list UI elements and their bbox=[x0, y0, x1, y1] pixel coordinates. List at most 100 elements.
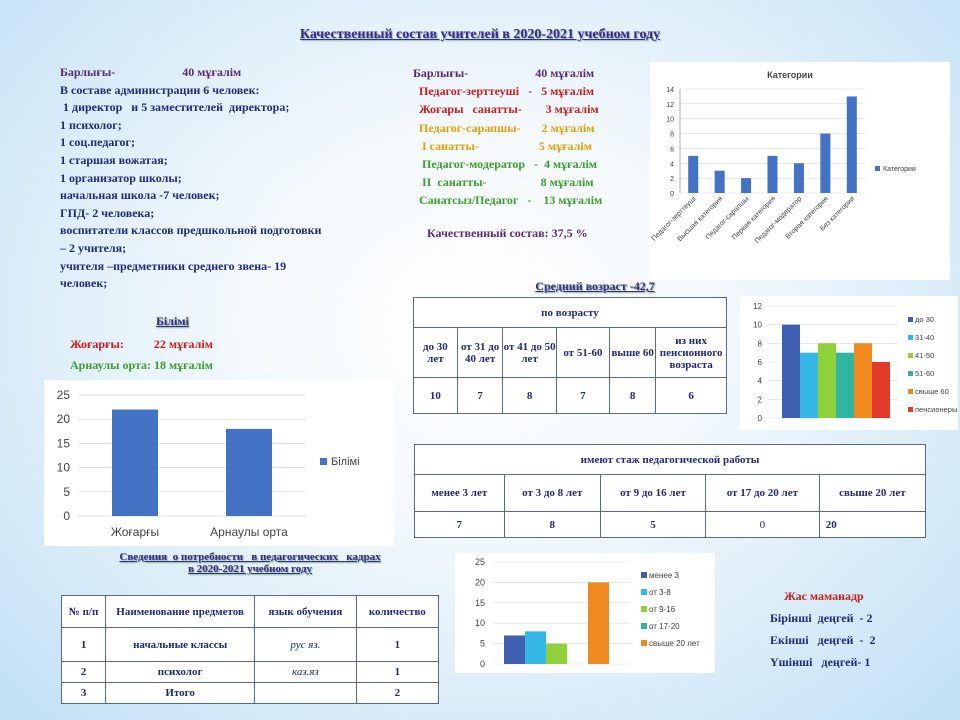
y-tick-label: 20 bbox=[475, 577, 485, 587]
y-tick-label: 2 bbox=[670, 176, 674, 183]
y-tick-label: 10 bbox=[57, 461, 71, 475]
bar bbox=[741, 178, 752, 193]
legend-label: 51-60 bbox=[915, 369, 934, 378]
bar bbox=[688, 155, 699, 193]
experience-table-header: имеют стаж педагогической работы bbox=[414, 444, 926, 475]
y-tick-label: 14 bbox=[666, 87, 674, 94]
legend-label: свыше 60 bbox=[915, 387, 949, 396]
chart-title: Категории bbox=[767, 70, 813, 80]
needs-heading: Сведения о потребности в педагогических … bbox=[90, 551, 410, 575]
needs-column-header: № п/п bbox=[60, 595, 107, 628]
average-age-heading: Средний возраст -42,7 bbox=[535, 279, 655, 293]
chart-background bbox=[44, 380, 394, 546]
needs-cell: психолог bbox=[105, 661, 256, 683]
age-column-header: до 30 лет bbox=[413, 327, 458, 378]
y-tick-label: 4 bbox=[670, 161, 674, 168]
needs-cell: 2 bbox=[355, 682, 440, 704]
legend-swatch bbox=[641, 640, 647, 646]
legend-swatch bbox=[641, 589, 647, 595]
needs-cell: Итого bbox=[105, 682, 256, 704]
legend-swatch bbox=[320, 458, 327, 465]
legend-swatch bbox=[641, 606, 647, 612]
legend-label: от 17-20 bbox=[649, 622, 680, 631]
age-value-cell: 8 bbox=[609, 377, 657, 414]
legend-label: от 9-16 bbox=[649, 605, 676, 614]
needs-cell: 1 bbox=[355, 627, 440, 662]
total-line: Барлығы- 40 мұғалім bbox=[60, 64, 321, 82]
education-block: Білімі Жоғарғы: 22 мұғалім Арнаулы орта:… bbox=[70, 314, 213, 373]
education-special: Арнаулы орта: 18 мұғалім bbox=[70, 358, 213, 372]
bar bbox=[546, 643, 567, 664]
experience-column-header: менее 3 лет bbox=[414, 474, 505, 512]
age-value-cell: 6 bbox=[655, 377, 727, 414]
experience-column-header: свыше 20 лет bbox=[818, 474, 927, 512]
composition-line: 1 старшая вожатая; bbox=[60, 152, 168, 167]
young-line: Бірінші деңгей - 2 bbox=[770, 611, 873, 625]
legend-label: до 30 bbox=[915, 315, 934, 324]
experience-table: имеют стаж педагогической работы менее 3… bbox=[414, 444, 927, 538]
legend-swatch bbox=[908, 371, 913, 376]
needs-cell: 2 bbox=[60, 661, 107, 683]
y-tick-label: 0 bbox=[670, 191, 674, 198]
total-value: 40 мұғалім bbox=[182, 65, 242, 79]
x-tick-label: Жоғарғы bbox=[111, 525, 159, 539]
age-table: по возрасту до 30 лет от 31 до 40 лет от 4… bbox=[413, 297, 727, 414]
young-specialists: Жас маманадр Бірінші деңгей - 2 Екінші д… bbox=[770, 585, 875, 673]
composition-line: 1 организатор школы; bbox=[60, 170, 182, 185]
y-tick-label: 15 bbox=[57, 436, 71, 450]
age-value-cell: 8 bbox=[502, 377, 557, 414]
composition-line: 1 психолог; bbox=[60, 117, 122, 132]
age-chart: 0 2 4 6 8 10 12 до 30 31-40 41-50 51-60 свыше 60 пен… bbox=[740, 296, 958, 430]
category-line: Педагог-сарапшы- 2 мұғалім bbox=[419, 120, 595, 135]
category-line: Педагог-зерттеуші - 5 мұғалім bbox=[419, 84, 595, 99]
needs-heading-line2: в 2020-2021 учебном году bbox=[187, 563, 313, 575]
legend-label: 41-50 bbox=[915, 351, 934, 360]
bar bbox=[504, 635, 525, 664]
y-tick-label: 8 bbox=[670, 132, 674, 139]
bar bbox=[846, 96, 857, 193]
age-column-header: от 41 до 50 лет bbox=[502, 327, 557, 378]
needs-cell: каз.яз bbox=[254, 661, 357, 683]
legend-label: свыше 20 лет bbox=[649, 639, 700, 648]
y-tick-label: 0 bbox=[63, 509, 70, 523]
y-tick-label: 8 bbox=[758, 339, 763, 348]
bar bbox=[793, 163, 804, 193]
category-line: I санатты- 5 мұғалім bbox=[419, 138, 592, 153]
mid-total-label: Барлығы- bbox=[413, 66, 469, 80]
y-tick-label: 25 bbox=[475, 557, 485, 567]
category-chart: Категории02468101214Педагог-зерттеушіВыс… bbox=[650, 62, 950, 280]
bar bbox=[820, 133, 831, 193]
legend-swatch bbox=[908, 389, 913, 394]
education-higher: Жоғарғы: 22 мұғалім bbox=[70, 337, 213, 351]
experience-value-cell: 20 bbox=[818, 511, 927, 538]
y-tick-label: 12 bbox=[666, 102, 674, 109]
young-line: Үшінші деңгей- 1 bbox=[770, 655, 871, 669]
age-value-cell: 10 bbox=[413, 377, 458, 414]
staff-composition: Барлығы- 40 мұғалім В составе администра… bbox=[60, 64, 321, 293]
legend-label: 31-40 bbox=[915, 333, 934, 342]
young-heading: Жас маманадр bbox=[784, 589, 864, 603]
legend-label: пенсионеры bbox=[915, 405, 957, 414]
y-tick-label: 6 bbox=[670, 146, 674, 153]
experience-chart: 0 5 10 15 20 25 менее 3 от 3-8 от 9-16 от 17-20 св… bbox=[455, 553, 715, 673]
mid-total-line: Барлығы- 40 мұғалім bbox=[413, 64, 602, 82]
legend-label: от 3-8 bbox=[649, 588, 671, 597]
composition-line: человек; bbox=[60, 276, 108, 291]
needs-column-header: количество bbox=[355, 595, 440, 628]
category-list: Барлығы- 40 мұғалім Педагог-зерттеуші - … bbox=[413, 64, 602, 242]
page-title: Качественный состав учителей в 2020-2021… bbox=[299, 27, 661, 42]
experience-column-header: от 9 до 16 лет bbox=[599, 474, 707, 512]
bar bbox=[854, 343, 872, 418]
age-value-cell: 7 bbox=[555, 377, 611, 414]
composition-line: – 2 учителя; bbox=[60, 240, 127, 255]
experience-column-header: от 3 до 8 лет bbox=[503, 474, 601, 512]
y-tick-label: 0 bbox=[758, 414, 763, 423]
age-column-header: выше 60 bbox=[609, 327, 657, 378]
composition-line: ГПД- 2 человека; bbox=[60, 205, 155, 220]
composition-line: 1 директор и 5 заместителей директора; bbox=[60, 100, 290, 115]
bar bbox=[767, 155, 778, 193]
y-tick-label: 10 bbox=[753, 321, 762, 330]
category-line: II санатты- 8 мұғалім bbox=[419, 175, 594, 190]
composition-line: воспитатели классов предшкольной подгото… bbox=[60, 223, 322, 238]
needs-cell: рус яз. bbox=[254, 627, 357, 662]
